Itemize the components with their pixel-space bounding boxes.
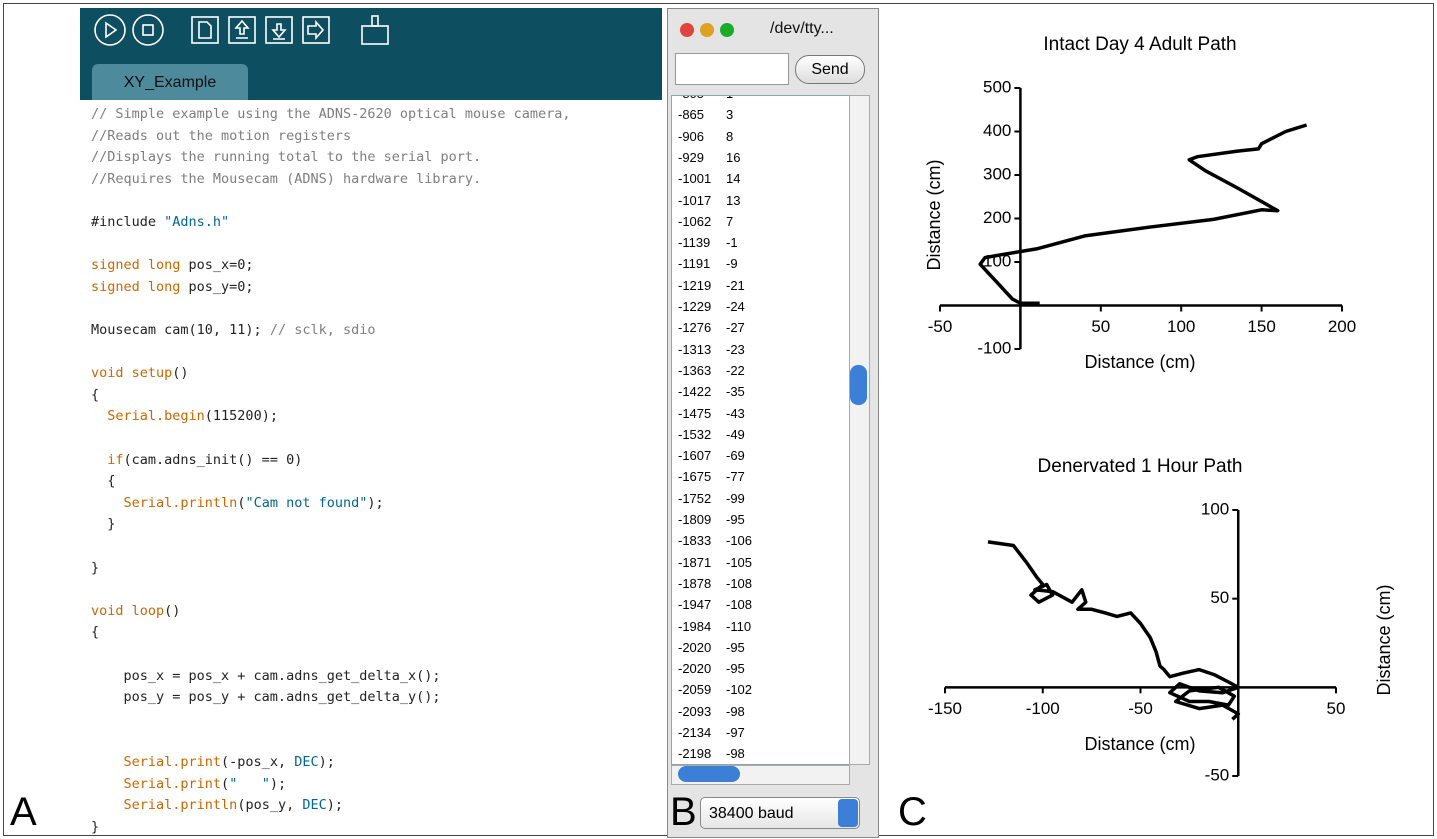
y-tick-label: 400	[983, 121, 1011, 140]
charts: Intact Day 4 Adult Path -50 50 100 150 200 -10…	[0, 0, 1437, 839]
figure: XY_Example // Simple example using the A…	[0, 0, 1437, 839]
panel-label: B	[670, 790, 697, 835]
x-tick-label: 150	[1247, 317, 1275, 336]
x-tick-label: 50	[1327, 699, 1346, 718]
x-tick-label: -50	[928, 317, 953, 336]
path-line	[980, 125, 1306, 303]
chart-title: Intact Day 4 Adult Path	[1043, 34, 1236, 55]
x-axis-label: Distance (cm)	[1084, 352, 1195, 372]
y-tick-label: 300	[983, 164, 1011, 183]
chart-title: Denervated 1 Hour Path	[1038, 456, 1243, 477]
y-axis-label: Distance (cm)	[924, 159, 944, 270]
y-tick-label: -100	[977, 338, 1011, 357]
path-line	[988, 542, 1238, 719]
x-axis-label: Distance (cm)	[1084, 734, 1195, 754]
x-tick-label: 50	[1091, 317, 1110, 336]
y-tick-label: 200	[983, 208, 1011, 227]
x-tick-label: 200	[1328, 317, 1356, 336]
y-tick-label: 50	[1210, 588, 1229, 607]
panel-label: A	[10, 790, 37, 835]
x-tick-label: 100	[1167, 317, 1195, 336]
y-axis-label: Distance (cm)	[1374, 584, 1394, 695]
x-tick-label: -50	[1128, 699, 1153, 718]
y-tick-label: -50	[1205, 765, 1230, 784]
x-tick-label: -150	[928, 699, 962, 718]
panel-label: C	[898, 790, 927, 835]
y-tick-label: 500	[983, 77, 1011, 96]
y-tick-label: 100	[1201, 499, 1229, 518]
x-tick-label: -100	[1026, 699, 1060, 718]
